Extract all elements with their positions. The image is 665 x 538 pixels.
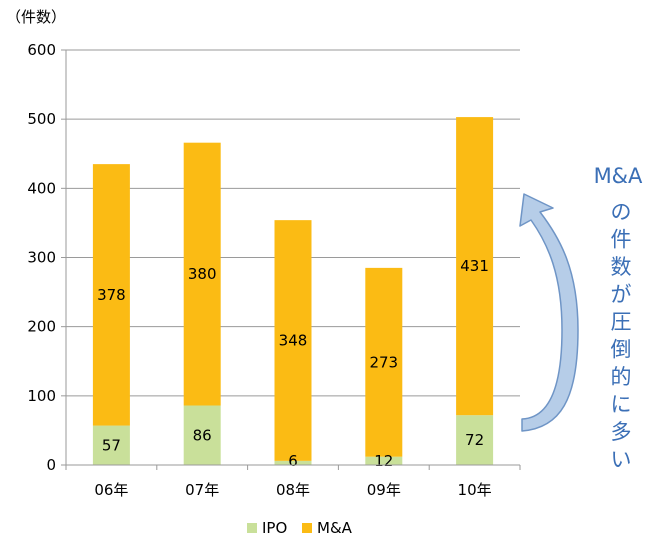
data-label: 380 [188, 265, 217, 283]
bars [92, 117, 494, 465]
y-tick-label: 200 [27, 318, 56, 336]
bar-ipo [456, 415, 494, 465]
y-tick-label: 0 [46, 456, 56, 474]
callout-annotation: M&A の件数が圧倒的に多い [519, 164, 643, 472]
data-label: 378 [97, 286, 126, 304]
y-tick-label: 600 [27, 41, 56, 59]
y-tick-label: 500 [27, 110, 56, 128]
bar-ma [456, 117, 494, 416]
x-tick-label: 07年 [185, 481, 219, 499]
bar-ipo [92, 425, 130, 465]
data-label: 273 [369, 353, 398, 371]
legend-swatch [247, 523, 257, 533]
callout-vertical-text: の件数が圧倒的に多い [611, 200, 632, 472]
callout-title: M&A [594, 164, 643, 188]
y-tick-label: 400 [27, 179, 56, 197]
y-axis-ticks: 0 100 200 300 400 500 600 [27, 41, 56, 474]
x-tick-label: 06年 [94, 481, 128, 499]
data-label: 6 [288, 452, 298, 470]
x-tick-label: 09年 [367, 481, 401, 499]
curved-up-arrow-icon [519, 193, 579, 432]
legend: IPO M&A [247, 519, 353, 537]
bar-ipo [274, 460, 312, 465]
data-label: 57 [102, 436, 121, 454]
data-label: 348 [279, 332, 308, 350]
bar-ma [365, 267, 403, 457]
data-label: 72 [465, 431, 484, 449]
legend-label: IPO [262, 519, 287, 537]
bar-ipo [365, 456, 403, 465]
legend-swatch [302, 523, 312, 533]
data-labels: 57 378 86 380 6 348 12 273 72 431 [97, 257, 489, 470]
x-tick-label: 10年 [458, 481, 492, 499]
y-tick-label: 300 [27, 249, 56, 267]
data-label: 86 [193, 426, 212, 444]
x-axis-ticks: 06年 07年 08年 09年 10年 [65, 465, 521, 499]
bar-ma [274, 220, 312, 461]
y-axis-unit-label: （件数） [6, 8, 66, 26]
bar-ma [92, 164, 130, 426]
y-tick-label: 100 [27, 387, 56, 405]
bar-ma [183, 142, 221, 406]
x-tick-label: 08年 [276, 481, 310, 499]
bar-ipo [183, 405, 221, 465]
data-label: 431 [460, 257, 489, 275]
legend-label: M&A [317, 519, 353, 537]
data-label: 12 [374, 452, 393, 470]
